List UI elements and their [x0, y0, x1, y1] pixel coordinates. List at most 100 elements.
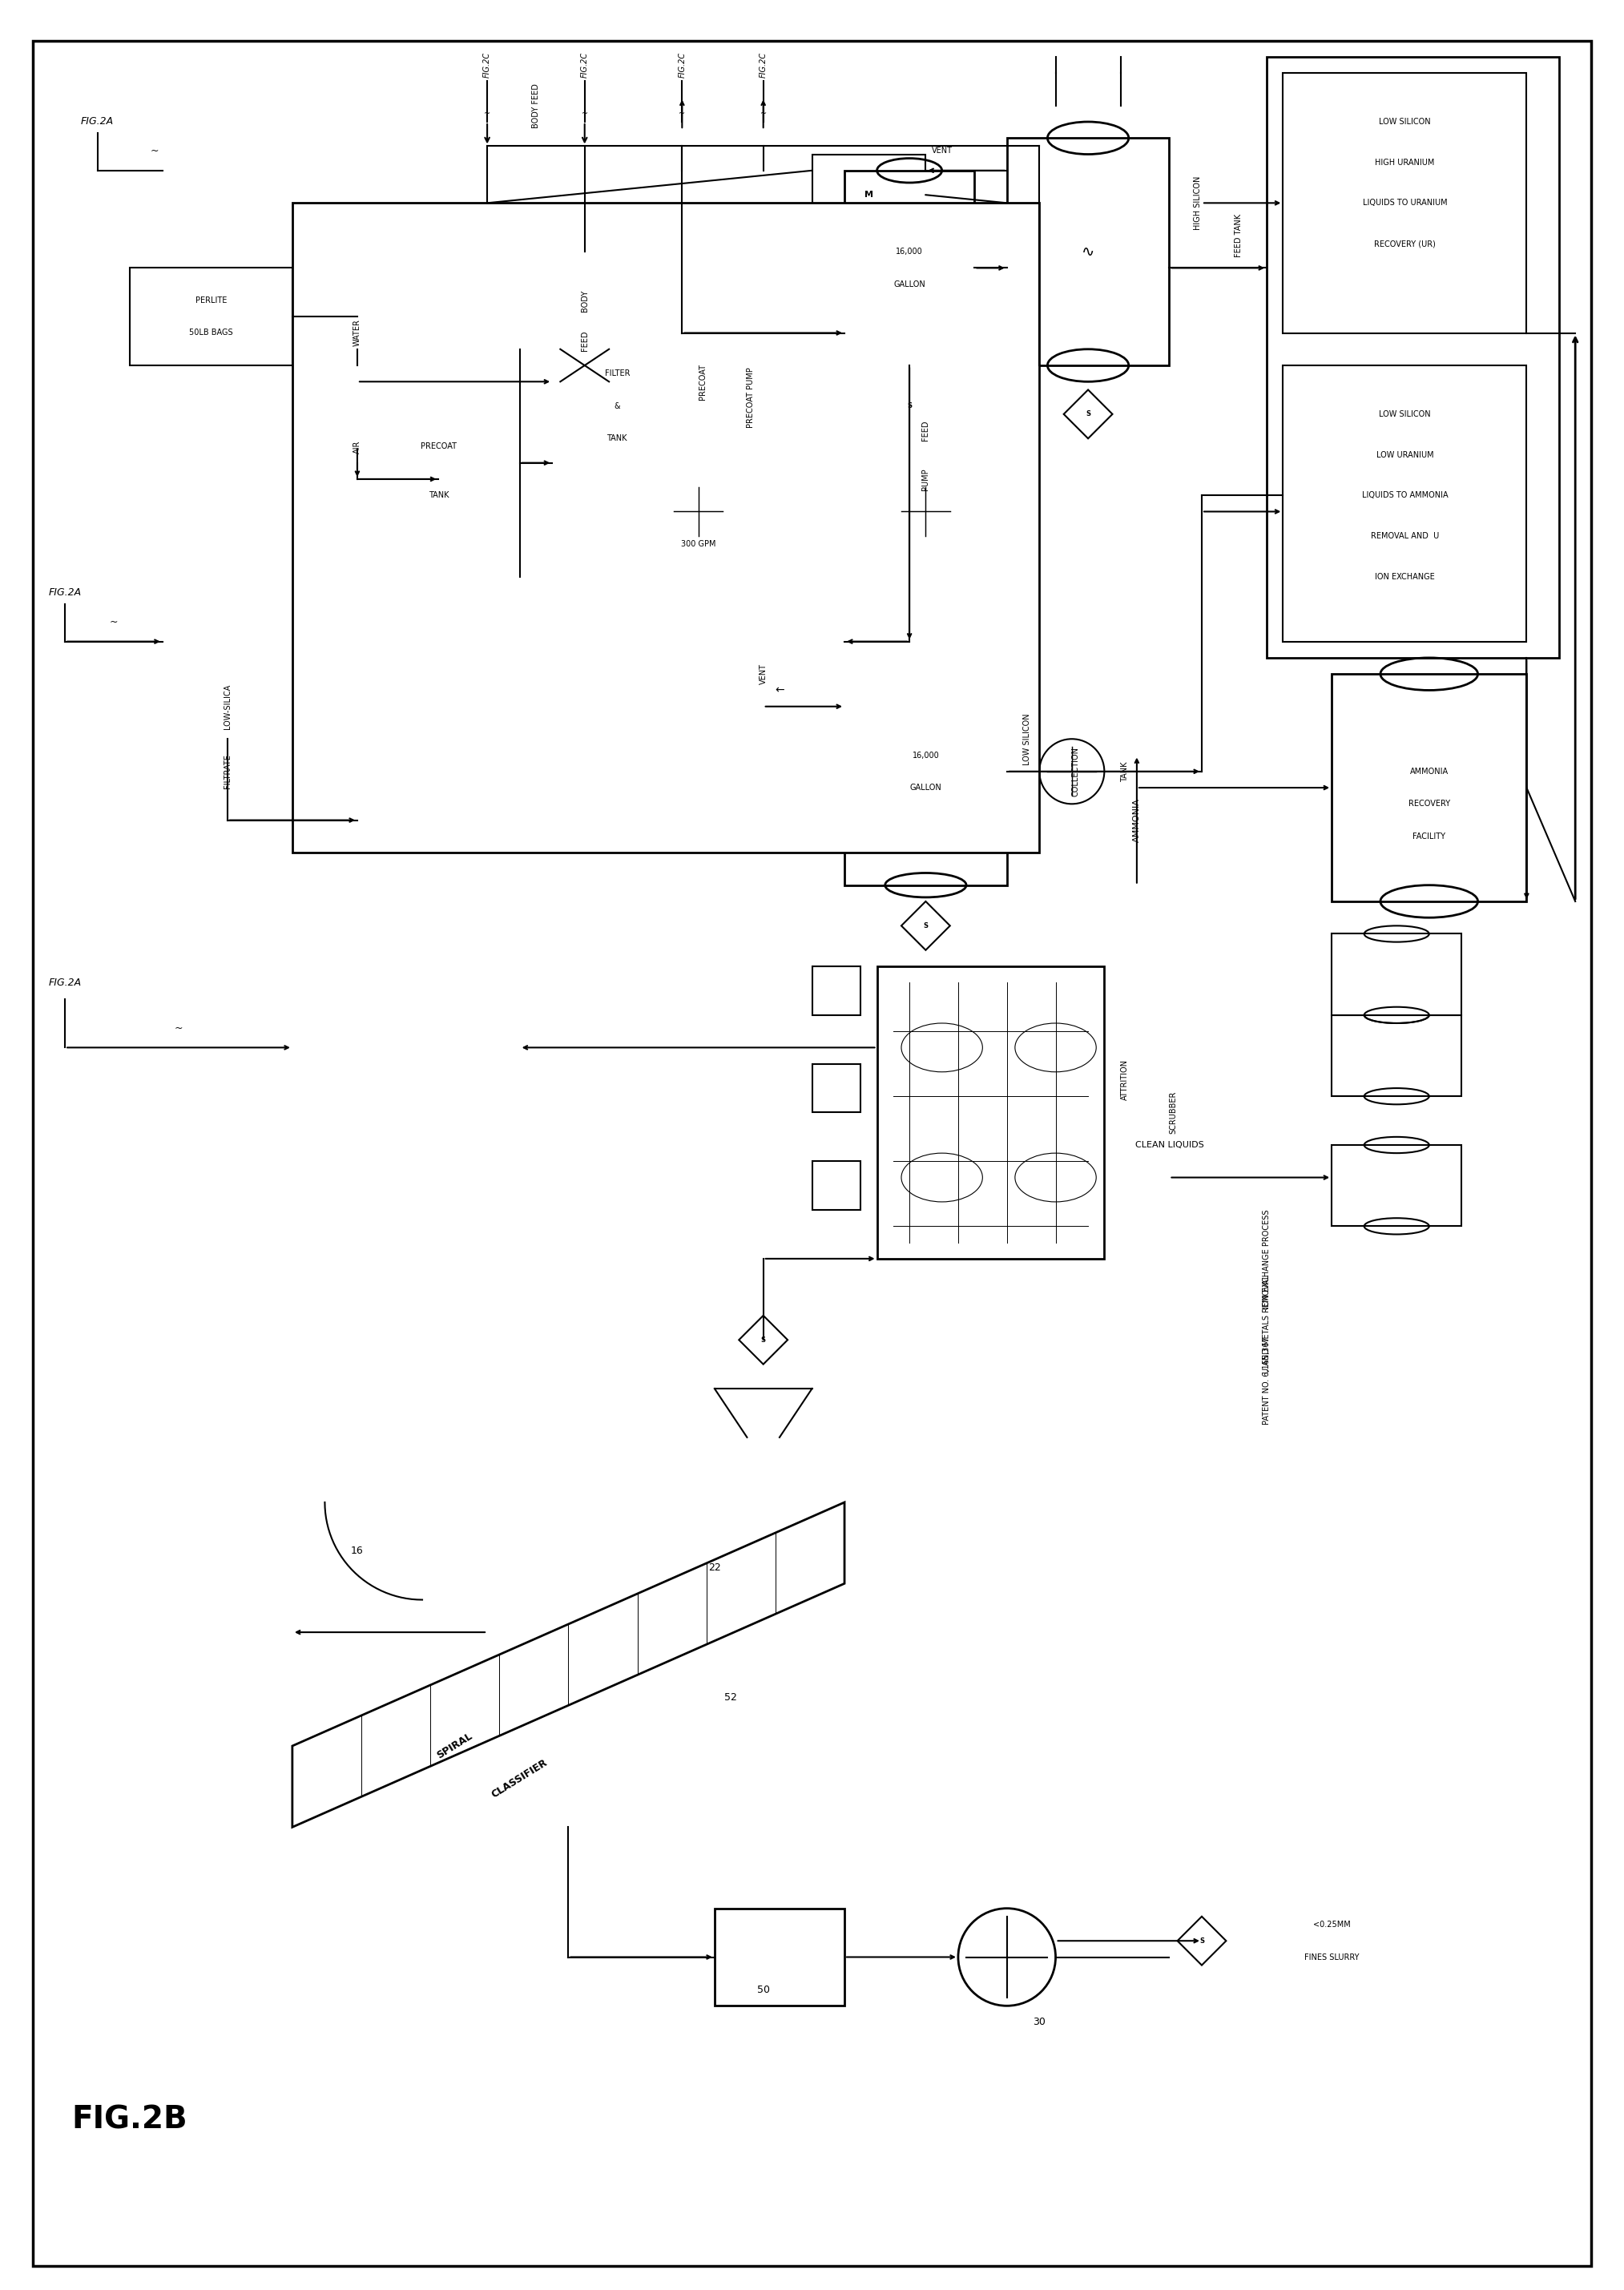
- Text: AMMONIA: AMMONIA: [1134, 799, 1140, 843]
- Text: FIG.2B: FIG.2B: [71, 2105, 188, 2134]
- Text: RECOVERY: RECOVERY: [1408, 799, 1450, 808]
- Text: ~: ~: [174, 1024, 184, 1033]
- Text: S: S: [908, 403, 911, 410]
- Text: PUMP: PUMP: [922, 467, 929, 490]
- Text: GALLON: GALLON: [893, 279, 926, 289]
- Text: CLEAN LIQUIDS: CLEAN LIQUIDS: [1135, 1140, 1203, 1150]
- Text: ~: ~: [149, 147, 159, 156]
- Text: &: &: [614, 403, 620, 410]
- Text: ION EXCHANGE: ION EXCHANGE: [1376, 572, 1434, 582]
- Text: HIGH SILICON: HIGH SILICON: [1194, 176, 1202, 229]
- Bar: [292, 204, 1039, 852]
- Text: FIG.2C: FIG.2C: [484, 53, 490, 78]
- Text: ~: ~: [484, 110, 490, 117]
- Text: LOW SILICON: LOW SILICON: [1023, 712, 1031, 765]
- Bar: [1332, 673, 1527, 902]
- Text: FINES SLURRY: FINES SLURRY: [1304, 1953, 1359, 1960]
- Text: SCRUBBER: SCRUBBER: [1169, 1090, 1177, 1134]
- Text: FIG.2C: FIG.2C: [760, 53, 767, 78]
- Text: FACILITY: FACILITY: [1413, 831, 1445, 840]
- Text: BODY FEED: BODY FEED: [533, 82, 539, 128]
- Text: WATER: WATER: [354, 318, 361, 346]
- Bar: [130, 268, 292, 366]
- Text: FILTER: FILTER: [604, 369, 630, 378]
- Bar: [1332, 934, 1462, 1014]
- Text: 22: 22: [708, 1562, 721, 1573]
- Text: ION EXCHANGE PROCESS: ION EXCHANGE PROCESS: [1263, 1209, 1270, 1308]
- Text: FIG.2A: FIG.2A: [81, 117, 114, 126]
- Text: ~: ~: [760, 110, 767, 117]
- Text: 30: 30: [1033, 2017, 1046, 2027]
- Bar: [812, 966, 861, 1014]
- Text: FIG.2A: FIG.2A: [49, 589, 81, 598]
- Text: LIQUIDS TO URANIUM: LIQUIDS TO URANIUM: [1363, 199, 1447, 206]
- Text: U AND METALS REMOVAL: U AND METALS REMOVAL: [1263, 1273, 1270, 1374]
- Text: FEED: FEED: [581, 330, 588, 350]
- Bar: [1007, 137, 1169, 366]
- Text: PRECOAT: PRECOAT: [421, 442, 456, 451]
- Text: HIGH URANIUM: HIGH URANIUM: [1376, 158, 1434, 167]
- Bar: [1267, 57, 1559, 657]
- Bar: [877, 966, 1104, 1260]
- Bar: [552, 332, 682, 463]
- Text: AMMONIA: AMMONIA: [1410, 767, 1449, 776]
- Text: ATTRITION: ATTRITION: [1121, 1060, 1129, 1101]
- Text: 52: 52: [724, 1692, 737, 1701]
- Text: FILTRATE: FILTRATE: [224, 753, 231, 788]
- Text: CLASSIFIER: CLASSIFIER: [490, 1756, 549, 1800]
- Bar: [812, 1161, 861, 1209]
- Text: ←: ←: [775, 685, 784, 696]
- Text: <0.25MM: <0.25MM: [1312, 1921, 1351, 1928]
- Bar: [844, 169, 974, 366]
- Bar: [1283, 366, 1527, 641]
- Bar: [812, 153, 926, 236]
- Bar: [715, 1908, 844, 2006]
- Text: M: M: [864, 190, 874, 199]
- Text: ~: ~: [109, 618, 119, 627]
- Bar: [357, 348, 520, 577]
- Text: BODY: BODY: [581, 289, 588, 311]
- Text: S: S: [1086, 410, 1090, 417]
- Text: GALLON: GALLON: [909, 783, 942, 792]
- Text: 300 GPM: 300 GPM: [680, 540, 716, 547]
- Text: AIR: AIR: [354, 440, 361, 453]
- Text: ~: ~: [679, 110, 685, 117]
- Text: REMOVAL AND  U: REMOVAL AND U: [1371, 531, 1439, 540]
- Text: LOW URANIUM: LOW URANIUM: [1376, 451, 1434, 458]
- Text: RECOVERY (UR): RECOVERY (UR): [1374, 240, 1436, 247]
- Text: VENT: VENT: [760, 664, 767, 685]
- Text: 16: 16: [351, 1546, 364, 1557]
- Text: FIG.2A: FIG.2A: [49, 978, 81, 987]
- Text: 16,000: 16,000: [896, 247, 922, 256]
- Text: PRECOAT PUMP: PRECOAT PUMP: [747, 366, 755, 428]
- Bar: [1332, 1145, 1462, 1225]
- Text: TANK: TANK: [429, 492, 448, 499]
- Text: FEED TANK: FEED TANK: [1234, 213, 1242, 256]
- Text: PATENT NO. 6,165,367: PATENT NO. 6,165,367: [1263, 1337, 1270, 1424]
- Text: VENT: VENT: [932, 147, 952, 153]
- Bar: [844, 657, 1007, 886]
- Text: LOW SILICON: LOW SILICON: [1379, 117, 1431, 126]
- Text: S: S: [1200, 1937, 1203, 1944]
- Text: ∿: ∿: [1082, 245, 1095, 259]
- Bar: [1283, 73, 1527, 332]
- Text: 16,000: 16,000: [913, 751, 939, 760]
- Text: LOW SILICON: LOW SILICON: [1379, 410, 1431, 419]
- Text: S: S: [924, 923, 927, 930]
- Text: COLLECTION: COLLECTION: [1072, 747, 1080, 797]
- Text: 50: 50: [757, 1985, 770, 1995]
- Text: LOW-SILICA: LOW-SILICA: [224, 685, 231, 728]
- Text: FIG.2C: FIG.2C: [679, 53, 685, 78]
- Text: PRECOAT: PRECOAT: [698, 364, 706, 401]
- Text: SPIRAL: SPIRAL: [435, 1731, 474, 1761]
- Text: FEED: FEED: [922, 419, 929, 440]
- Text: LIQUIDS TO AMMONIA: LIQUIDS TO AMMONIA: [1361, 492, 1449, 499]
- Bar: [1332, 1014, 1462, 1097]
- Text: S: S: [762, 1337, 765, 1344]
- Text: FIG.2C: FIG.2C: [581, 53, 588, 78]
- Text: 50LB BAGS: 50LB BAGS: [190, 330, 232, 337]
- Text: TANK: TANK: [607, 435, 627, 442]
- Bar: [812, 1065, 861, 1113]
- Text: TANK: TANK: [1121, 760, 1129, 781]
- Text: ~: ~: [581, 110, 588, 117]
